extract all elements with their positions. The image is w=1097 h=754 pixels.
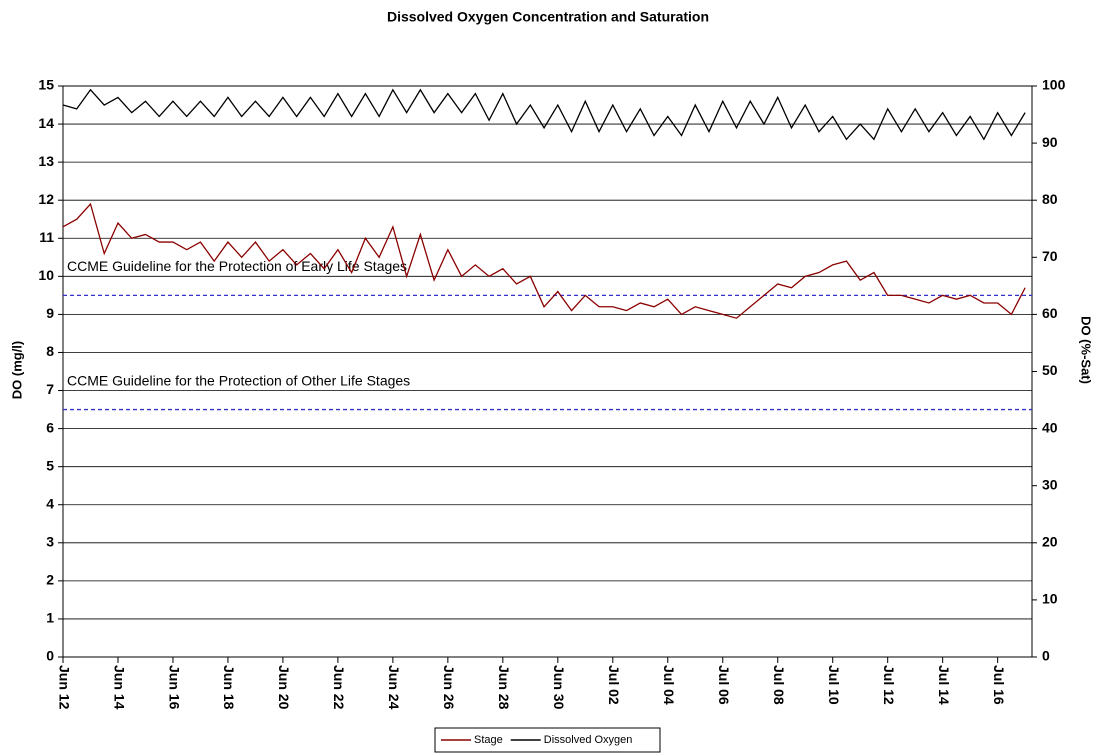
y-tick-label: 13 [38,153,54,169]
y-tick-label: 4 [46,495,54,511]
line-series [62,88,1026,141]
x-tick-label: Jul 04 [661,665,677,705]
y2-tick-label: 0 [1042,648,1050,664]
legend-label: Dissolved Oxygen [544,734,633,746]
y-tick-label: 10 [38,267,54,283]
legend-label: Stage [474,734,503,746]
x-tick-label: Jun 18 [221,665,237,710]
x-tick-label: Jul 06 [716,665,732,705]
y2-tick-label: 100 [1042,77,1066,93]
x-tick-label: Jun 14 [111,665,127,710]
y-tick-label: 2 [46,572,54,588]
x-tick-label: Jun 12 [56,665,72,710]
y-tick-label: 3 [46,534,54,550]
y-tick-label: 5 [46,457,54,473]
y2-axis-label: DO (%-Sat) [1079,316,1094,384]
y-tick-label: 12 [38,191,54,207]
y-tick-label: 7 [46,381,54,397]
y-tick-label: 9 [46,305,54,321]
y-tick-label: 1 [46,610,54,626]
y2-tick-label: 80 [1042,191,1058,207]
y2-tick-label: 30 [1042,476,1058,492]
y2-tick-label: 50 [1042,362,1058,378]
y-tick-label: 11 [39,229,54,245]
x-tick-label: Jul 02 [606,665,622,705]
x-tick-label: Jul 08 [771,665,787,705]
y2-tick-label: 40 [1042,419,1058,435]
legend-box [434,727,661,753]
line-series [62,202,1026,319]
x-tick-label: Jun 16 [166,665,182,710]
x-tick-label: Jun 26 [441,665,457,710]
y2-tick-label: 70 [1042,248,1058,264]
y-tick-label: 15 [38,77,54,93]
y-tick-label: 8 [46,343,54,359]
y2-tick-label: 10 [1042,591,1058,607]
x-tick-label: Jun 30 [551,665,567,710]
y2-tick-label: 60 [1042,305,1058,321]
x-tick-label: Jul 16 [991,665,1007,705]
x-tick-label: Jun 24 [386,665,402,710]
y-tick-label: 0 [46,648,54,664]
x-tick-label: Jun 22 [331,665,347,710]
y-tick-label: 6 [46,419,54,435]
y2-tick-label: 90 [1042,134,1058,150]
reference-label: CCME Guideline for the Protection of Ear… [67,258,407,274]
x-tick-label: Jul 14 [936,665,952,705]
reference-label: CCME Guideline for the Protection of Oth… [67,372,410,388]
y-tick-label: 14 [38,115,54,131]
y2-tick-label: 20 [1042,534,1058,550]
chart-title: Dissolved Oxygen Concentration and Satur… [387,9,709,25]
x-tick-label: Jul 10 [826,665,842,705]
plot-frame [62,85,1033,658]
y-axis-label: DO (mg/l) [9,341,24,400]
x-tick-label: Jul 12 [881,665,897,705]
x-tick-label: Jun 20 [276,665,292,710]
x-tick-label: Jun 28 [496,665,512,710]
